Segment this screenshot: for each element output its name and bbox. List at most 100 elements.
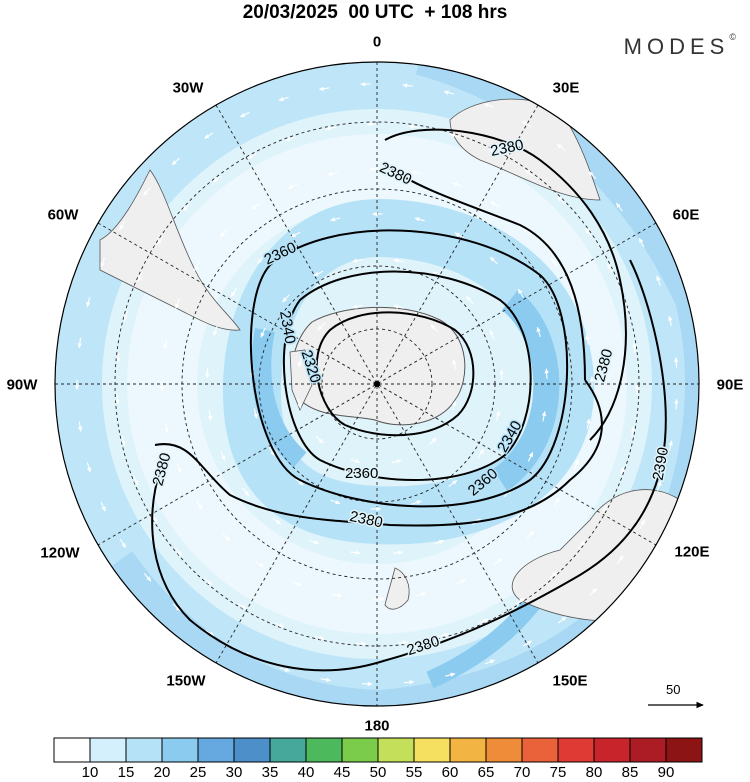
wind-arrow <box>452 182 463 187</box>
wind-arrow <box>327 171 339 176</box>
wind-arrow <box>254 560 264 568</box>
colorbar-swatch <box>413 737 451 763</box>
colorbar-swatch <box>557 737 595 763</box>
wind-arrow <box>86 296 91 308</box>
colorbar-tick-label: 35 <box>261 764 279 781</box>
wind-arrow <box>119 538 127 549</box>
wind-arrow <box>325 126 336 131</box>
contour-label: 2360 <box>345 465 378 482</box>
wind-arrow <box>330 499 341 505</box>
south-pole-dot <box>374 381 380 387</box>
wind-arrow <box>320 677 331 682</box>
wind-arrow <box>557 196 566 205</box>
wind-arrow <box>314 635 325 640</box>
wind-arrow <box>207 410 213 421</box>
wind-arrow <box>143 187 151 196</box>
wind-arrow <box>213 325 218 337</box>
wind-arrow <box>522 640 533 647</box>
wind-arrow <box>556 143 566 151</box>
wind-arrow <box>527 451 534 462</box>
contour-2380-south <box>154 379 603 527</box>
wind-arrow <box>318 86 330 91</box>
lon-label-120e: 120E <box>674 543 710 561</box>
wind-arrow <box>443 90 455 95</box>
height-contours <box>151 128 667 672</box>
wind-arrow <box>143 573 152 582</box>
lon-label-180: 180 <box>364 717 390 735</box>
wind-arrow <box>392 550 404 555</box>
wind-arrow <box>116 352 121 363</box>
contour-2340 <box>282 270 532 481</box>
wind-arrow <box>352 258 363 263</box>
wind-arrow <box>313 270 324 277</box>
contour-2380-north <box>384 128 627 441</box>
wind-arrow <box>282 294 290 303</box>
wind-arrow <box>230 287 237 298</box>
wind-arrow <box>171 157 180 166</box>
lon-label-60e: 60E <box>672 206 700 224</box>
wind-arrow <box>465 296 474 305</box>
lon-label-90w: 90W <box>6 376 38 394</box>
wind-arrow <box>297 357 303 368</box>
wind-arrow <box>553 497 561 507</box>
wind-arrow <box>526 530 535 539</box>
wind-arrow <box>411 500 422 505</box>
wind-arrow <box>449 133 460 138</box>
wind-arrow <box>100 501 106 512</box>
wind-arrow <box>668 440 673 451</box>
inner-jet-core-east <box>492 289 560 491</box>
wind-arrow <box>350 550 361 555</box>
wind-arrow <box>585 334 590 346</box>
colorbar-swatch <box>89 737 127 763</box>
wind-arrow <box>489 256 498 265</box>
wind-arrow <box>548 571 558 580</box>
wind-arrow <box>499 369 504 380</box>
contour-2320 <box>315 311 475 437</box>
south-america <box>99 169 241 331</box>
wind-arrow <box>415 592 427 597</box>
lon-label-60w: 60W <box>47 206 79 224</box>
colorbar-swatch <box>269 737 307 763</box>
colorbar-tick-label: 85 <box>621 764 639 781</box>
wind-arrow <box>317 322 326 331</box>
wind-arrow <box>240 111 250 118</box>
wind-arrow <box>438 633 450 638</box>
inner-jet-core-west <box>251 328 307 468</box>
contour-2380-outer <box>151 259 667 672</box>
wind-arrow <box>274 622 285 628</box>
wind-arrow <box>157 235 164 245</box>
lon-label-150e: 150E <box>552 672 588 690</box>
reference-vector-label: 50 <box>666 682 681 697</box>
wind-arrow <box>456 579 467 585</box>
wind-arrow <box>315 435 324 444</box>
wind-arrow <box>391 459 402 464</box>
contour-2380-ring <box>384 164 586 381</box>
colorbar-swatch <box>305 737 343 763</box>
wind-arrow <box>584 227 592 237</box>
colorbar-tick-label: 40 <box>297 764 315 781</box>
wind-arrow <box>268 446 275 456</box>
wind-arrow <box>137 271 143 282</box>
lon-label-30w: 30W <box>172 79 204 97</box>
wind-arrow <box>355 641 367 646</box>
wind-arrow <box>477 448 485 458</box>
map-border <box>54 61 700 707</box>
lon-label-0: 0 <box>372 33 382 51</box>
wind-arrow <box>493 558 503 565</box>
wind-arrow <box>495 410 501 421</box>
lon-label-120w: 120W <box>40 544 80 562</box>
new-zealand <box>384 567 410 610</box>
wind-arrow <box>451 400 457 411</box>
colorbar-swatch <box>125 737 163 763</box>
wind-arrow <box>607 263 613 274</box>
wind-arrow <box>656 480 662 491</box>
wind-arrow <box>619 466 624 477</box>
wind-arrow <box>297 398 302 409</box>
wind-arrows <box>74 82 679 687</box>
wind-arrow <box>219 229 228 238</box>
wind-arrow <box>77 337 82 349</box>
wind-arrow <box>115 394 120 405</box>
wind-arrow <box>100 257 106 268</box>
colorbar-tick-label: 90 <box>657 764 675 781</box>
wind-arrow <box>251 203 261 210</box>
